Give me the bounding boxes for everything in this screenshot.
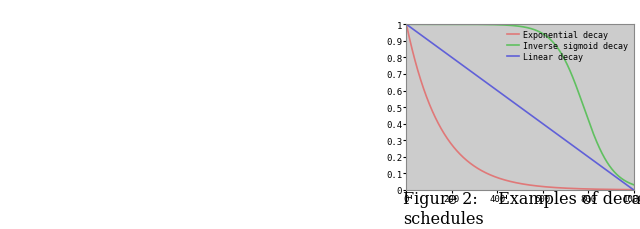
Text: Figure 2:    Examples of decay
schedules: Figure 2: Examples of decay schedules [403, 190, 640, 227]
Legend: Exponential decay, Inverse sigmoid decay, Linear decay: Exponential decay, Inverse sigmoid decay… [505, 29, 629, 64]
